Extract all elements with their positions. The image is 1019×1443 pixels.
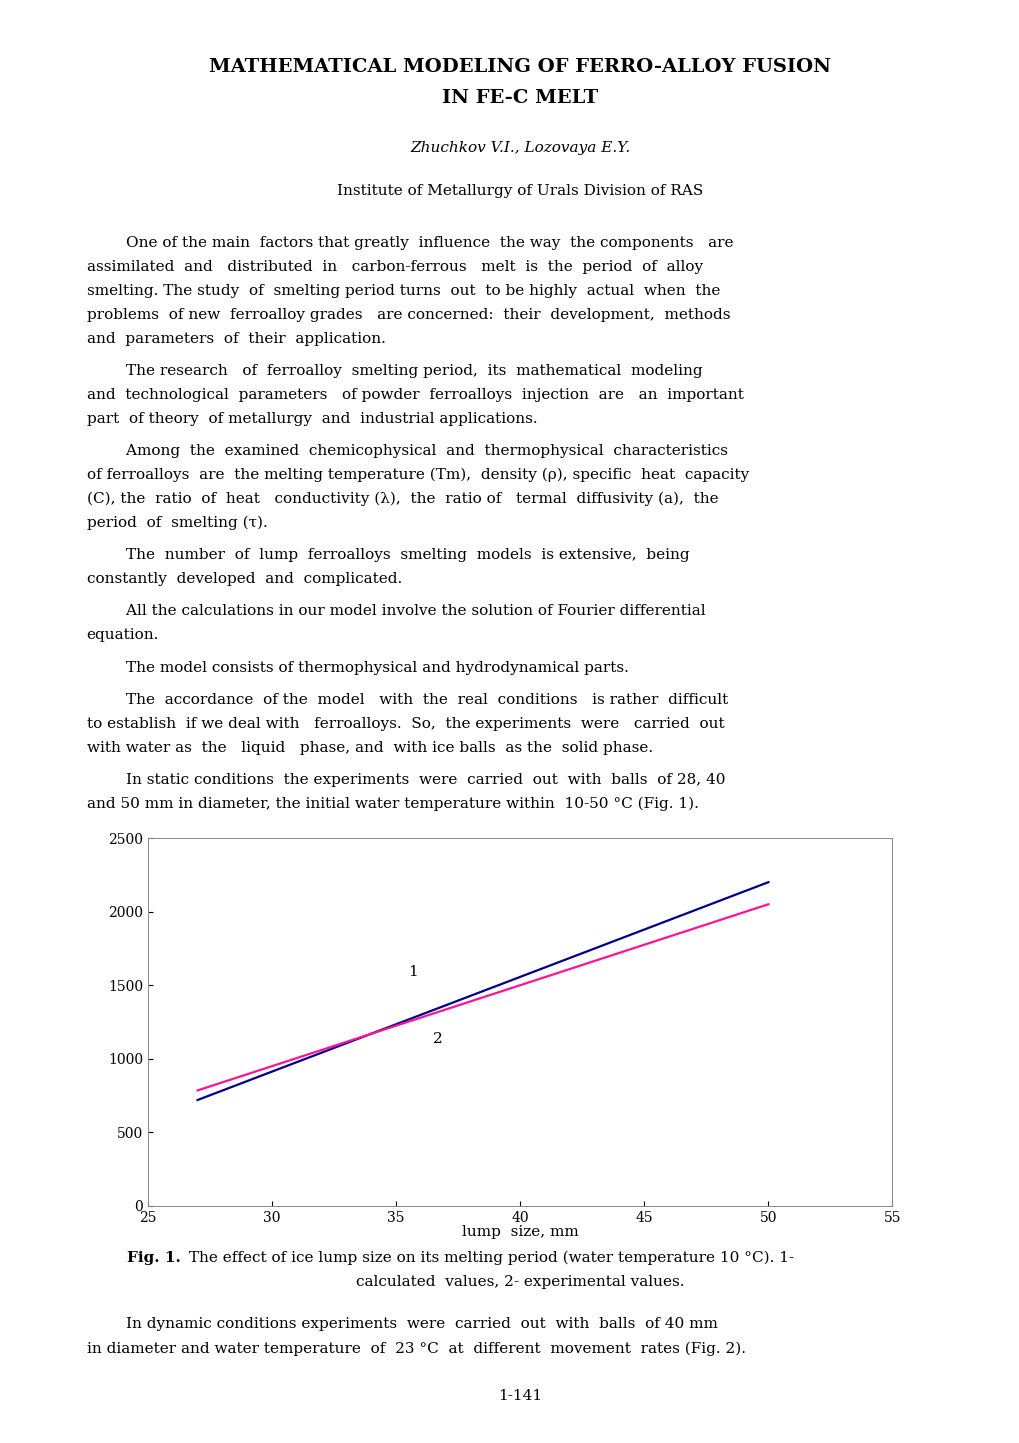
Text: 2: 2: [433, 1032, 442, 1046]
Text: of ferroalloys  are  the melting temperature (Tm),  density (ρ), specific  heat : of ferroalloys are the melting temperatu…: [87, 468, 748, 482]
Text: and 50 mm in diameter, the initial water temperature within  10-50 °C (Fig. 1).: and 50 mm in diameter, the initial water…: [87, 797, 698, 811]
Text: assimilated  and   distributed  in   carbon-ferrous   melt  is  the  period  of : assimilated and distributed in carbon-fe…: [87, 260, 702, 274]
Text: The research   of  ferroalloy  smelting period,  its  mathematical  modeling: The research of ferroalloy smelting peri…: [87, 364, 702, 378]
Text: in diameter and water temperature  of  23 °C  at  different  movement  rates (Fi: in diameter and water temperature of 23 …: [87, 1341, 745, 1355]
Text: problems  of new  ferroalloy grades   are concerned:  their  development,  metho: problems of new ferroalloy grades are co…: [87, 307, 730, 322]
Text: lump  size, mm: lump size, mm: [462, 1225, 578, 1238]
Text: Fig. 1.: Fig. 1.: [127, 1251, 181, 1264]
Text: The  number  of  lump  ferroalloys  smelting  models  is extensive,  being: The number of lump ferroalloys smelting …: [87, 548, 689, 561]
Text: to establish  if we deal with   ferroalloys.  So,  the experiments  were   carri: to establish if we deal with ferroalloys…: [87, 717, 723, 730]
Text: period  of  smelting (τ).: period of smelting (τ).: [87, 515, 267, 530]
Text: smelting. The study  of  smelting period turns  out  to be highly  actual  when : smelting. The study of smelting period t…: [87, 284, 719, 297]
Text: The model consists of thermophysical and hydrodynamical parts.: The model consists of thermophysical and…: [87, 661, 628, 674]
Text: All the calculations in our model involve the solution of Fourier differential: All the calculations in our model involv…: [87, 605, 704, 618]
Text: constantly  developed  and  complicated.: constantly developed and complicated.: [87, 571, 401, 586]
Text: The effect of ice lump size on its melting period (water temperature 10 °C). 1-: The effect of ice lump size on its melti…: [183, 1251, 793, 1266]
Text: and  technological  parameters   of powder  ferroalloys  injection  are   an  im: and technological parameters of powder f…: [87, 388, 743, 401]
Text: Institute of Metallurgy of Urals Division of RAS: Institute of Metallurgy of Urals Divisio…: [336, 183, 703, 198]
Text: The  accordance  of the  model   with  the  real  conditions   is rather  diffic: The accordance of the model with the rea…: [87, 693, 728, 707]
Text: In static conditions  the experiments  were  carried  out  with  balls  of 28, 4: In static conditions the experiments wer…: [87, 773, 725, 786]
Text: Among  the  examined  chemicophysical  and  thermophysical  characteristics: Among the examined chemicophysical and t…: [87, 444, 727, 457]
Text: One of the main  factors that greatly  influence  the way  the components   are: One of the main factors that greatly inf…: [87, 237, 733, 250]
Text: IN FE-C MELT: IN FE-C MELT: [441, 88, 598, 107]
Text: with water as  the   liquid   phase, and  with ice balls  as the  solid phase.: with water as the liquid phase, and with…: [87, 740, 652, 755]
Text: part  of theory  of metallurgy  and  industrial applications.: part of theory of metallurgy and industr…: [87, 411, 537, 426]
Text: (C), the  ratio  of  heat   conductivity (λ),  the  ratio of   termal  diffusivi: (C), the ratio of heat conductivity (λ),…: [87, 492, 717, 506]
Text: equation.: equation.: [87, 628, 159, 642]
Text: calculated  values, 2- experimental values.: calculated values, 2- experimental value…: [356, 1274, 684, 1289]
Text: In dynamic conditions experiments  were  carried  out  with  balls  of 40 mm: In dynamic conditions experiments were c…: [87, 1317, 717, 1332]
Text: 1: 1: [408, 965, 418, 980]
Text: 1-141: 1-141: [497, 1388, 542, 1403]
Text: Zhuchkov V.I., Lozovaya E.Y.: Zhuchkov V.I., Lozovaya E.Y.: [410, 141, 630, 154]
Text: MATHEMATICAL MODELING OF FERRO-ALLOY FUSION: MATHEMATICAL MODELING OF FERRO-ALLOY FUS…: [209, 58, 830, 75]
Text: and  parameters  of  their  application.: and parameters of their application.: [87, 332, 385, 345]
